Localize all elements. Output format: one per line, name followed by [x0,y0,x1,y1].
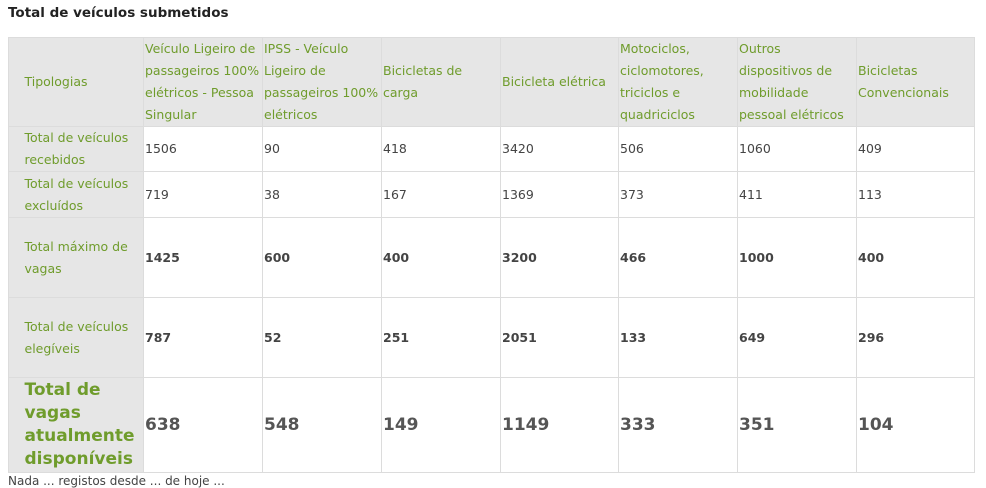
table-cell: 719 [143,171,263,218]
table-cell: 333 [618,377,738,473]
table-row: Total máximo de vagas 1425 600 400 3200 … [8,217,975,298]
table-cell: 296 [856,297,975,378]
header-cell: IPSS - Veículo Ligeiro de passageiros 10… [262,37,382,127]
table-cell: 1060 [737,126,857,172]
table-cell: 373 [618,171,738,218]
table-cell: 3420 [500,126,619,172]
row-stub [8,297,24,378]
table-cell: 351 [737,377,857,473]
header-cell: Veículo Ligeiro de passageiros 100% elét… [143,37,263,127]
table-cell: 1149 [500,377,619,473]
row-stub [8,171,24,218]
table-header-row: Tipologias Veículo Ligeiro de passageiro… [8,37,975,127]
table-cell: 400 [381,217,501,298]
table-cell: 1369 [500,171,619,218]
table-cell: 466 [618,217,738,298]
table-cell: 149 [381,377,501,473]
table-cell: 3200 [500,217,619,298]
header-cell: Bicicletas de carga [381,37,501,127]
table-cell: 506 [618,126,738,172]
table-cell: 251 [381,297,501,378]
table-cell: 409 [856,126,975,172]
section-title: Total de veículos submetidos [8,5,229,21]
table-cell: 411 [737,171,857,218]
header-cell: Bicicleta elétrica [500,37,619,127]
table-cell: 638 [143,377,263,473]
submitted-vehicles-table: Tipologias Veículo Ligeiro de passageiro… [8,37,975,473]
table-cell: 133 [618,297,738,378]
table-cell: 400 [856,217,975,298]
table-cell: 1000 [737,217,857,298]
table-cell: 2051 [500,297,619,378]
header-tipologias: Tipologias [23,37,144,127]
table-row: Total de vagas atualmente disponíveis 63… [8,377,975,473]
table-row: Total de veículos elegíveis 787 52 251 2… [8,297,975,378]
row-stub [8,217,24,298]
row-label: Total máximo de vagas [23,217,144,298]
row-label: Total de vagas atualmente disponíveis [23,377,144,473]
row-stub [8,37,24,127]
table-cell: 418 [381,126,501,172]
table-cell: 167 [381,171,501,218]
table-cell: 52 [262,297,382,378]
table-cell: 649 [737,297,857,378]
table-cell: 1506 [143,126,263,172]
table-row: Total de veículos recebidos 1506 90 418 … [8,126,975,172]
row-stub [8,126,24,172]
header-cell: Bicicletas Convencionais [856,37,975,127]
row-stub [8,377,24,473]
header-cell: Motociclos, ciclomotores, triciclos e qu… [618,37,738,127]
table-cell: 1425 [143,217,263,298]
table-row: Total de veículos excluídos 719 38 167 1… [8,171,975,218]
table-cell: 787 [143,297,263,378]
row-label: Total de veículos recebidos [23,126,144,172]
row-label: Total de veículos elegíveis [23,297,144,378]
table-cell: 38 [262,171,382,218]
table-cell: 548 [262,377,382,473]
table-cell: 600 [262,217,382,298]
footer-note: Nada ... registos desde ... de hoje ... [8,474,225,488]
header-cell: Outros dispositivos de mobilidade pessoa… [737,37,857,127]
row-label: Total de veículos excluídos [23,171,144,218]
table-cell: 90 [262,126,382,172]
table-cell: 113 [856,171,975,218]
table-cell: 104 [856,377,975,473]
